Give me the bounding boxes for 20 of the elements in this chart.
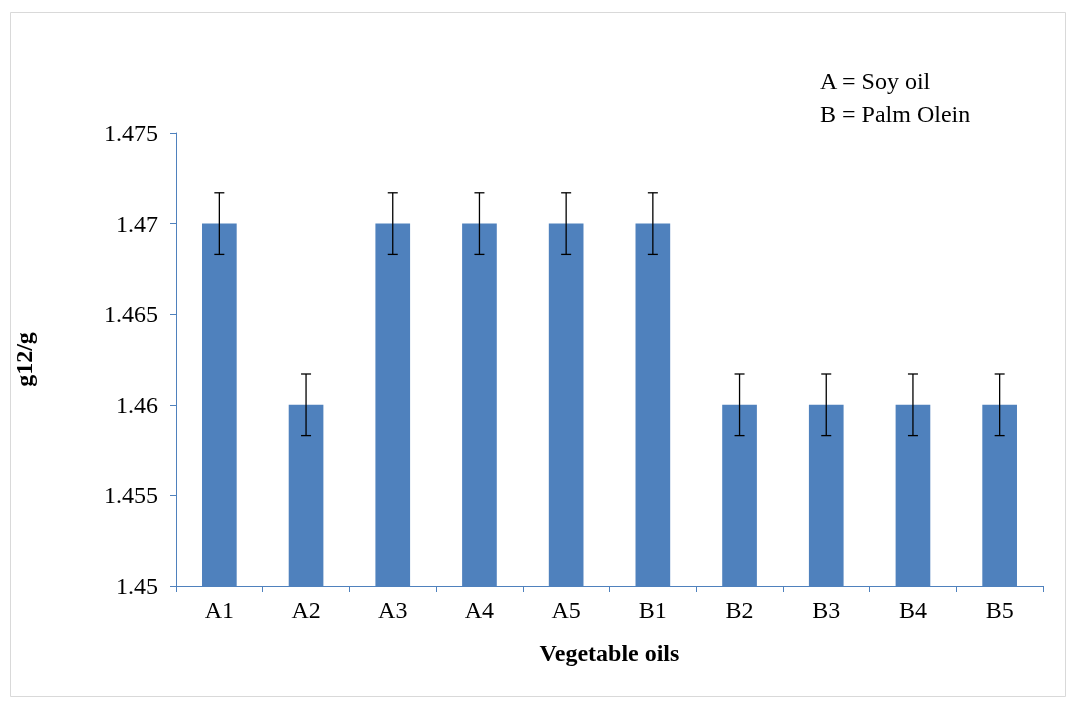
x-tick-label: B1 [638,597,667,623]
x-axis-title: Vegetable oils [539,640,680,666]
y-tick-label: 1.455 [104,482,158,509]
x-tick-label: B2 [725,597,754,623]
x-tick-label: B3 [812,597,841,623]
x-tick-label: B4 [898,597,927,623]
x-tick-label: A3 [378,597,408,623]
y-tick-label: 1.47 [116,210,158,237]
y-tick-label: 1.46 [116,391,158,418]
x-tick-label: A5 [551,597,581,623]
x-tick-label: B5 [985,597,1014,623]
y-tick-label: 1.475 [104,120,158,146]
y-tick-label: 1.45 [116,573,158,599]
text: A = Soy oil [820,67,931,94]
x-tick-label: A4 [464,597,495,623]
y-tick-label: 1.465 [104,301,158,328]
text: B = Palm Olein [820,100,971,127]
x-tick-label: A2 [291,597,321,623]
x-tick-label: A1 [204,597,235,623]
y-axis-title: g12/g [11,332,37,387]
